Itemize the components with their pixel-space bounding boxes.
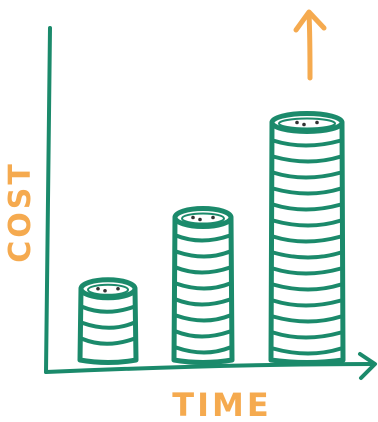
bar-3-coin-line-2 (271, 154, 343, 164)
x-axis-arrowhead (358, 352, 377, 380)
bar-2-coin-line-6 (174, 313, 232, 323)
bar-3-coin-line-7 (271, 234, 343, 244)
bar-2 (171, 206, 235, 365)
y-axis-label: COST (3, 161, 38, 263)
bar-1-top-dot-2 (103, 288, 107, 293)
bar-1-top-rim (87, 283, 129, 296)
bar-3-coin-line-1 (271, 138, 343, 148)
bar-3-coin-line-6 (271, 218, 343, 228)
bar-1-top-dot-3 (116, 286, 120, 291)
bar-2-top-dot-3 (211, 215, 215, 220)
up-arrow-icon (293, 9, 327, 81)
bar-1 (77, 277, 139, 365)
bar-3-top-dot-2 (302, 122, 306, 127)
bar-2-coin-line-8 (174, 345, 232, 355)
bar-1-coin-line-3 (80, 336, 136, 346)
bar-2-coin-line-1 (174, 233, 232, 243)
bar-2-coin-line-4 (174, 281, 232, 291)
bar-3-top-rim (278, 117, 336, 130)
bar-1-coin-line-2 (80, 320, 136, 330)
bar-1-coin-line-1 (80, 304, 136, 314)
bar-3-top-dot-1 (295, 120, 299, 125)
bar-3-coin-line-10 (271, 282, 343, 292)
bar-3-top-dot-3 (315, 120, 319, 125)
bars-group (77, 111, 346, 365)
bar-1-top-dot-1 (96, 286, 100, 291)
bar-2-top-rim (181, 212, 225, 225)
bar-3-coin-line-13 (271, 330, 343, 340)
bar-3-coin-line-8 (271, 250, 343, 260)
bar-3-coin-line-9 (271, 266, 343, 276)
bar-3-coin-line-14 (271, 346, 343, 356)
bar-3-coin-line-3 (271, 170, 343, 180)
bar-2-coin-line-2 (174, 249, 232, 259)
x-axis (44, 362, 376, 374)
bar-2-coin-line-3 (174, 265, 232, 275)
bar-2-coin-line-5 (174, 297, 232, 307)
bar-2-top-dot-2 (198, 217, 202, 222)
bar-3-coin-line-11 (271, 298, 343, 308)
y-axis (44, 26, 52, 374)
bar-3-coin-line-4 (271, 186, 343, 196)
bar-2-top-dot-1 (191, 215, 195, 220)
bar-3 (268, 111, 346, 365)
x-axis-label: TIME (172, 386, 271, 422)
bar-3-coin-line-12 (271, 314, 343, 324)
bar-2-coin-line-7 (174, 329, 232, 339)
bar-3-coin-line-5 (271, 202, 343, 212)
